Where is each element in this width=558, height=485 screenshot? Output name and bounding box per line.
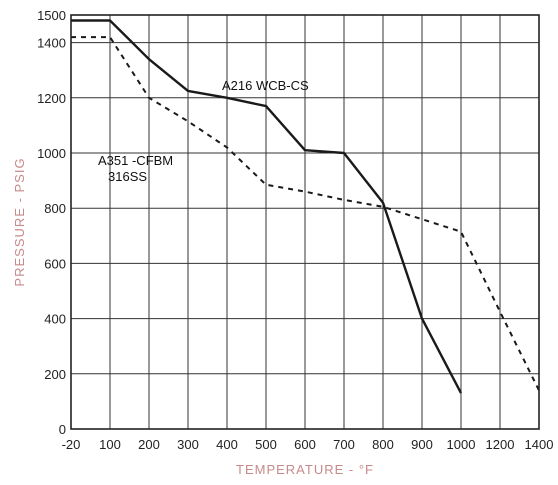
y-tick-label: 1500 [37,8,66,23]
x-tick-label: 1000 [447,437,476,452]
tick-labels: -20 100 200 300 400 500 600 700 800 900 1000 1200 14… [37,8,553,452]
y-tick-label: 1400 [37,36,66,51]
y-axis-title: PRESSURE - PSIG [12,157,27,286]
y-tick-label: 0 [59,422,66,437]
x-tick-label: 1200 [486,437,515,452]
y-tick-label: 400 [44,312,66,327]
y-tick-label: 800 [44,201,66,216]
x-tick-label: 600 [294,437,316,452]
x-tick-label: 900 [411,437,433,452]
x-tick-label: 300 [177,437,199,452]
y-tick-label: 200 [44,367,66,382]
y-tick-label: 1000 [37,146,66,161]
series-line-a351-cf8m-316ss [71,36,540,391]
x-tick-label: 400 [216,437,238,452]
label-316ss: 316SS [108,169,147,184]
plot-frame [70,14,540,430]
series-line-a216-wcb-cs [71,19,463,394]
x-tick-label: 700 [333,437,355,452]
y-tick-label: 600 [44,256,66,271]
x-tick-label: 1400 [525,437,554,452]
x-tick-label: 100 [99,437,121,452]
label-a216-wcb-cs: A216 WCB-CS [222,78,309,93]
x-tick-label: -20 [62,437,81,452]
label-a351-cf8m: A351 -CFBM [98,153,173,168]
x-tick-label: 800 [372,437,394,452]
x-tick-label: 200 [138,437,160,452]
x-tick-label: 500 [255,437,277,452]
x-axis-title: TEMPERATURE - °F [236,462,374,477]
y-tick-label: 1200 [37,91,66,106]
series-lines [71,19,540,394]
